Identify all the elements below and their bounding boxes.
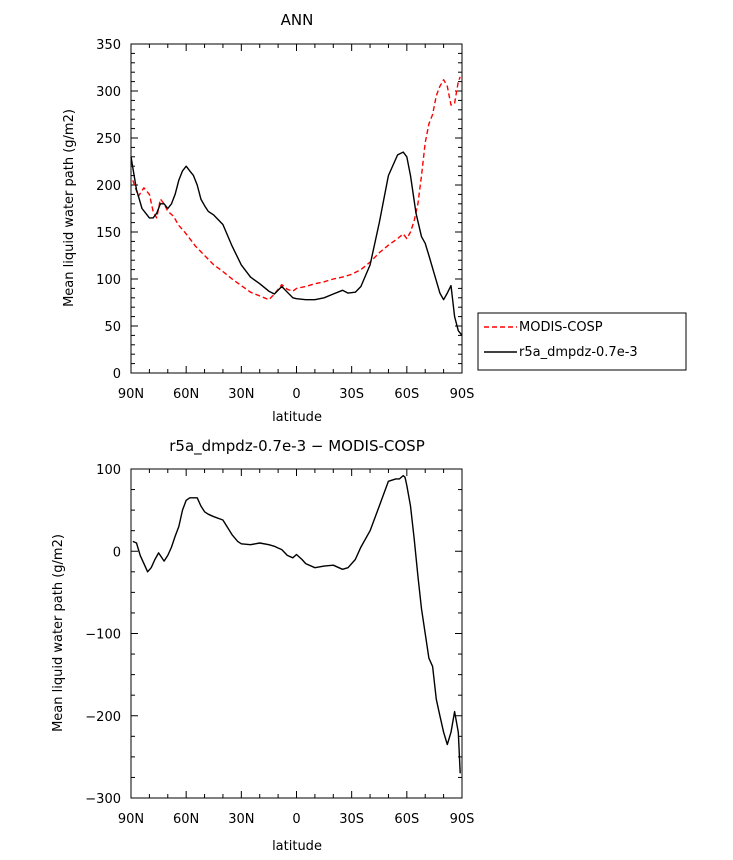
- y-tick-label: 200: [96, 179, 121, 194]
- x-tick-label: 60N: [173, 812, 199, 827]
- top-x-axis-label: latitude: [272, 410, 322, 425]
- x-tick-label: 60S: [394, 812, 419, 827]
- y-tick-label: 250: [96, 132, 121, 147]
- y-tick-label: 350: [96, 38, 121, 53]
- y-tick-label: 150: [96, 226, 121, 241]
- legend-box: [477, 312, 687, 371]
- x-tick-label: 0: [292, 387, 300, 402]
- bottom-axis-ticks: [130, 468, 463, 799]
- x-tick-label: 30N: [228, 387, 254, 402]
- top-plot-frame: [130, 43, 463, 374]
- y-tick-label: 50: [104, 320, 121, 335]
- x-tick-label: 60N: [173, 387, 199, 402]
- x-tick-label: 30N: [228, 812, 254, 827]
- y-tick-label: 100: [96, 273, 121, 288]
- series-line-1-0: [132, 474, 461, 774]
- y-tick-label: −300: [85, 792, 121, 807]
- bottom-chart-title: r5a_dmpdz-0.7e-3 − MODIS-COSP: [169, 437, 425, 456]
- y-tick-label: −100: [85, 628, 121, 643]
- y-tick-label: 100: [96, 463, 121, 478]
- x-tick-label: 90S: [450, 387, 475, 402]
- legend: MODIS-COSP r5a_dmpdz-0.7e-3: [477, 312, 687, 371]
- x-tick-label: 90S: [450, 812, 475, 827]
- x-tick-label: 60S: [394, 387, 419, 402]
- x-tick-label: 90N: [118, 387, 144, 402]
- x-tick-label: 90N: [118, 812, 144, 827]
- bottom-panel: r5a_dmpdz-0.7e-3 − MODIS-COSP latitude M…: [51, 437, 474, 854]
- x-tick-label: 30S: [339, 812, 364, 827]
- top-y-axis-label: Mean liquid water path (g/m2): [62, 109, 77, 307]
- bottom-y-axis-label: Mean liquid water path (g/m2): [51, 534, 66, 732]
- y-tick-label: −200: [85, 710, 121, 725]
- y-tick-label: 0: [113, 545, 121, 560]
- y-tick-label: 300: [96, 85, 121, 100]
- bottom-x-axis-label: latitude: [272, 839, 322, 854]
- series-line-0-1: [130, 151, 463, 336]
- y-tick-label: 0: [113, 367, 121, 382]
- series-line-0-0: [132, 76, 461, 301]
- top-axis-ticks: [130, 43, 463, 374]
- x-tick-label: 30S: [339, 387, 364, 402]
- x-tick-label: 0: [292, 812, 300, 827]
- top-panel: ANN latitude Mean liquid water path (g/m…: [62, 11, 474, 425]
- top-chart-title: ANN: [281, 11, 314, 29]
- legend-label-r5a: r5a_dmpdz-0.7e-3: [519, 345, 638, 360]
- legend-label-modis-cosp: MODIS-COSP: [519, 320, 603, 335]
